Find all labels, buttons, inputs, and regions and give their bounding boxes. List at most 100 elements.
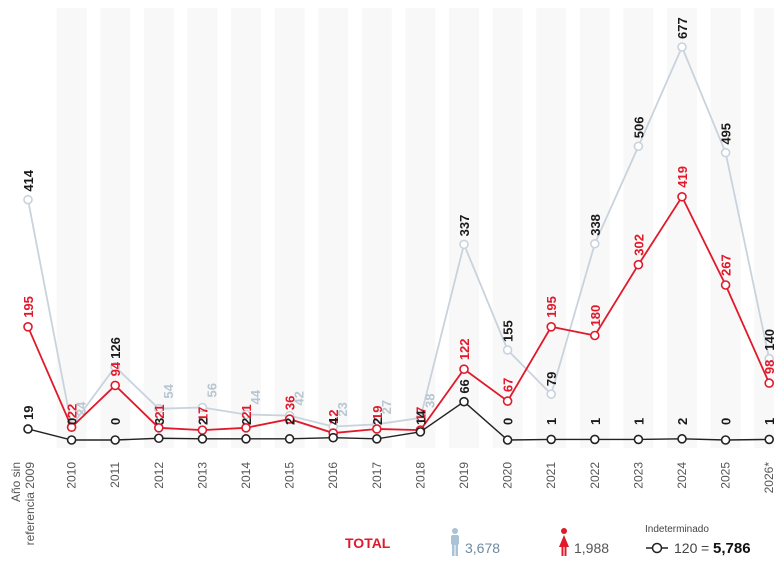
women-series-point (66, 422, 77, 433)
men-series-value-label: 23 (335, 402, 350, 416)
women-series-point (154, 423, 164, 433)
women-series-point (546, 322, 557, 332)
man-icon (451, 528, 459, 556)
x-tick-label-line: referencia 2009 (23, 462, 37, 546)
men-series-point (415, 413, 426, 423)
undetermined-series-point (415, 427, 426, 437)
women-series-value-label: 180 (588, 305, 603, 327)
men-series-value-label: 140 (762, 329, 774, 351)
undetermined-series-value-label: 2 (283, 418, 298, 425)
column-band (579, 8, 610, 448)
column-band (754, 8, 774, 448)
undetermined-series-value-label: 1 (588, 418, 603, 425)
men-series-point (546, 389, 557, 399)
women-series-value-label: 94 (108, 361, 123, 376)
undetermined-series-value-label: 1 (544, 418, 559, 425)
women-series-point (502, 396, 513, 406)
men-series-point (110, 362, 120, 372)
women-series-value-label: 67 (501, 378, 516, 392)
women-series-value-label: 17 (195, 407, 210, 421)
column-band (492, 8, 523, 448)
men-series-point (241, 409, 251, 420)
women-series-value-label: 22 (65, 404, 80, 418)
legend-women-total: 1,988 (574, 540, 609, 556)
legend-men-total: 3,678 (465, 540, 500, 556)
column-band (56, 8, 87, 448)
undetermined-series-point (720, 435, 731, 445)
column-band (231, 8, 261, 448)
men-series-value-label: 506 (631, 117, 646, 139)
x-tick-label: 2021 (544, 462, 558, 489)
women-series-point (197, 425, 208, 435)
men-series-value-label: 38 (422, 393, 437, 407)
undetermined-series-point (241, 434, 251, 444)
men-series-point (154, 403, 164, 414)
women-series-point (677, 191, 687, 202)
women-series-point (241, 423, 251, 433)
x-tick-label: 2014 (239, 462, 253, 489)
column-band (274, 8, 305, 448)
men-series-value-label: 677 (675, 17, 690, 39)
x-tick-label: 2022 (588, 462, 602, 489)
women-series-value-label: 267 (719, 254, 734, 276)
men-series-point (459, 239, 469, 250)
men-series-point (764, 353, 774, 364)
x-tick-label: 2024 (675, 462, 689, 489)
undetermined-series-point (328, 432, 339, 443)
men-series-value-label: 126 (108, 337, 123, 359)
undetermined-marker-icon (646, 542, 668, 554)
undetermined-series: 190032224214660111201 (21, 379, 774, 445)
undetermined-series-line (27, 400, 770, 441)
column-band (100, 8, 131, 448)
women-series-point (284, 414, 295, 424)
x-tick-label: 2020 (501, 462, 515, 489)
women-series-line (27, 194, 771, 434)
women-series-value-label: 98 (762, 360, 774, 374)
men-series-value-label: 414 (21, 169, 36, 191)
undetermined-series-point (23, 424, 33, 434)
undetermined-series-point (197, 434, 208, 444)
men-series-line (27, 44, 771, 429)
undetermined-series-value-label: 1 (762, 418, 774, 425)
women-series-value-label: 419 (675, 166, 690, 188)
x-tick-label: 2010 (65, 462, 79, 489)
women-series-point (589, 330, 600, 341)
women-series-value-label: 12 (326, 410, 341, 424)
x-tick-label: Año sin referencia 2009 (9, 462, 37, 546)
women-series-value-label: 36 (283, 396, 298, 410)
men-series-point (197, 402, 208, 413)
x-tick-label: 2013 (195, 462, 209, 489)
women-series-point (23, 322, 33, 332)
men-series-value-label: 56 (204, 383, 219, 397)
men-series-value-label: 337 (457, 215, 472, 237)
women-series-point (371, 424, 382, 434)
women-series-value-label: 17 (413, 407, 428, 421)
men-series-point (589, 238, 600, 249)
x-tick-label: 2025 (719, 462, 733, 489)
undetermined-series-point (284, 434, 295, 444)
x-tick-label: 2026* (762, 462, 774, 494)
undetermined-series-value-label: 1 (631, 418, 646, 425)
women-series-value-label: 21 (239, 404, 254, 418)
x-tick-label: 2015 (283, 462, 297, 489)
undetermined-series-point (589, 434, 600, 445)
men-series-point (677, 42, 687, 52)
undetermined-series-value-label: 66 (457, 379, 472, 393)
column-band (536, 8, 567, 448)
undetermined-series-point (110, 435, 120, 445)
legend-grand-total: 5,786 (713, 540, 751, 557)
legend-undetermined-label: Indeterminado (645, 524, 709, 535)
undetermined-series-point (459, 396, 469, 407)
women-series-value-label: 302 (631, 234, 646, 256)
x-tick-label: 2011 (108, 462, 122, 488)
men-series-point (720, 147, 731, 158)
men-series-value-label: 44 (248, 389, 263, 404)
women-series-value-label: 21 (152, 404, 167, 418)
x-tick-label: 2012 (152, 462, 166, 489)
legend: TOTAL 3,678 1,988 Indeterminado (345, 524, 751, 557)
women-series-point (633, 259, 644, 270)
undetermined-series-value-label: 19 (21, 406, 36, 420)
